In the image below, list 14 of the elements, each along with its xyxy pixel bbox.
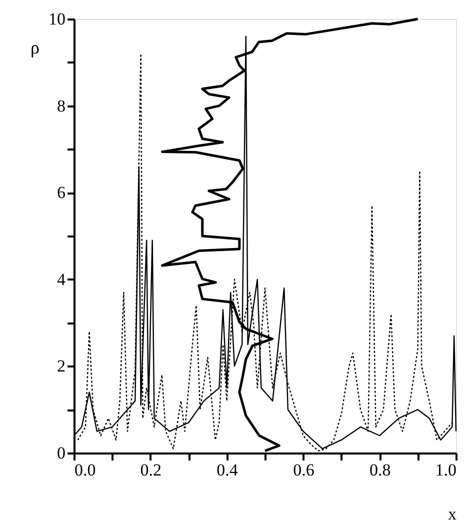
- x-tick-label: 0.2: [140, 460, 162, 480]
- y-tick-label: 10: [48, 10, 66, 28]
- y-tick-label: 2: [57, 356, 66, 376]
- y-tick-label: 0: [57, 444, 66, 462]
- x-tick-label: 1.0: [435, 460, 456, 480]
- x-tick-label: 0.8: [369, 460, 391, 480]
- y-axis-title: ρ: [30, 38, 40, 58]
- y-tick-label: 8: [57, 96, 66, 116]
- y-tick-label: 4: [57, 270, 66, 289]
- x-tick-label: 0.6: [293, 460, 314, 480]
- x-tick-label: 0.0: [74, 460, 96, 480]
- x-tick-label: 0.4: [216, 460, 238, 480]
- y-tick-label: 6: [57, 183, 66, 202]
- x-axis-title: x: [448, 504, 457, 524]
